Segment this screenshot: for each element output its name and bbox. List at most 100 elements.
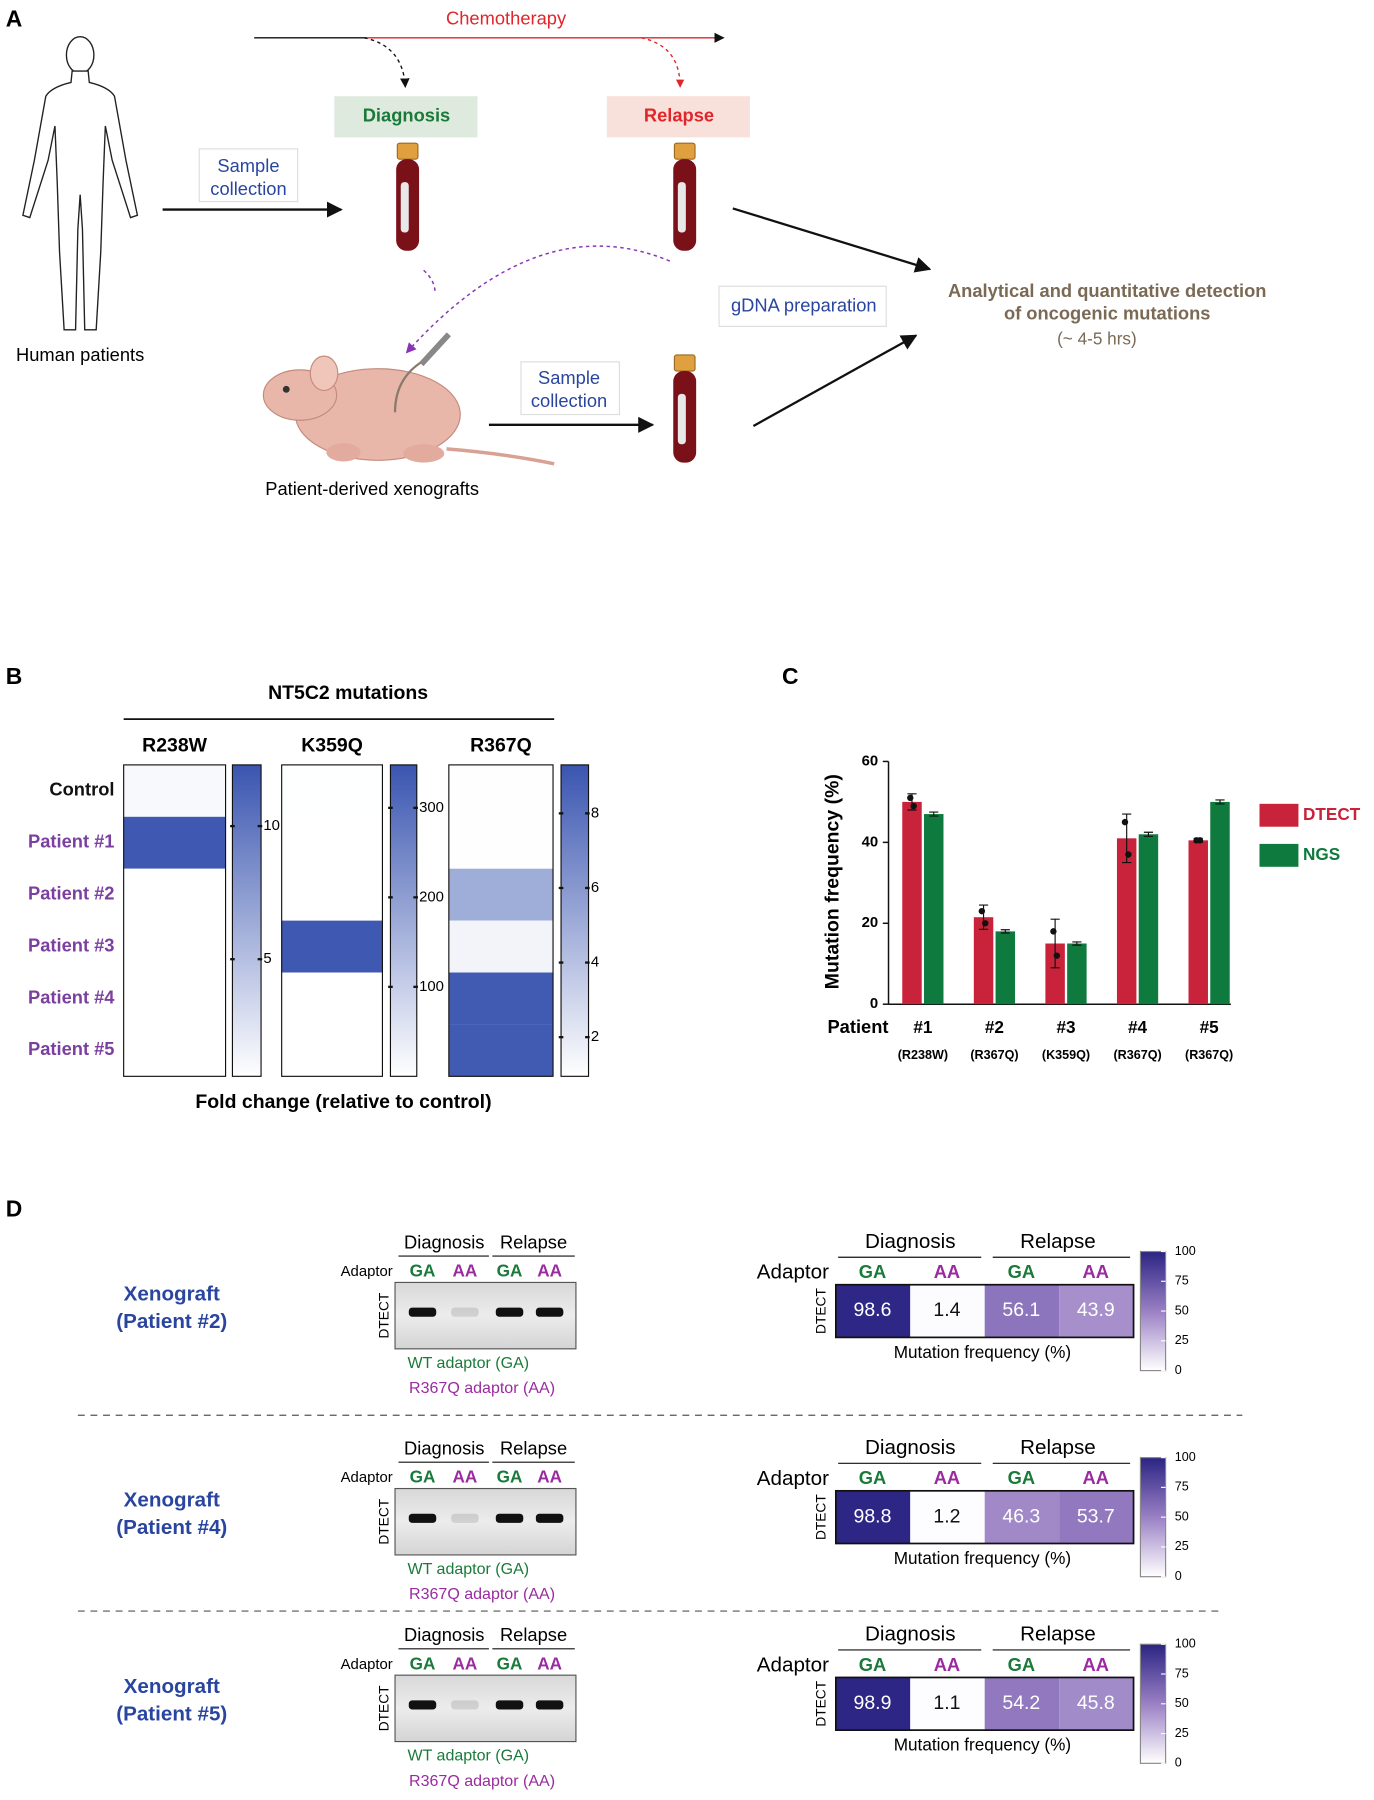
- heatmap-cell: [281, 868, 383, 921]
- cell-label: 1.4: [933, 1299, 960, 1321]
- group-label: Diagnosis: [865, 1436, 956, 1459]
- heatmap-cell: [910, 1677, 985, 1731]
- colorbar-tick-label: 0: [1175, 1569, 1182, 1583]
- column-label: GA: [859, 1467, 886, 1488]
- bar: [902, 801, 922, 1005]
- column-label: GA: [859, 1654, 886, 1675]
- gel-legend: WT adaptor (GA): [407, 1354, 529, 1372]
- column-label: GA: [1008, 1467, 1035, 1488]
- panel-title: R367Q: [470, 735, 532, 757]
- colorbar-tick-label: 75: [1175, 1480, 1189, 1494]
- chart-title: NT5C2 mutations: [268, 682, 428, 704]
- heatmap-cell: [1059, 1284, 1134, 1338]
- colorbar-tick-label: 100: [419, 979, 444, 995]
- colorbar: [389, 764, 418, 1077]
- colorbar-tick-label: 100: [1175, 1244, 1196, 1258]
- row-label: Control: [49, 779, 114, 800]
- group-label: Relapse: [500, 1437, 567, 1458]
- heatmap-cell: [281, 1024, 383, 1077]
- analysis-label: Analytical and quantitative detection: [948, 280, 1267, 301]
- data-point: [1125, 851, 1132, 858]
- row-title: (Patient #4): [116, 1516, 227, 1539]
- colorbar-tick-label: 0: [1175, 1363, 1182, 1377]
- relapse-box: [606, 96, 750, 138]
- mouse: [262, 332, 555, 466]
- heatmap-cell: [835, 1284, 911, 1338]
- panel-title: R238W: [142, 735, 208, 757]
- row-title: Xenograft: [124, 1675, 220, 1698]
- error-bar: [1050, 918, 1060, 969]
- heatmap-cell: [984, 1284, 1060, 1338]
- y-axis-label: Mutation frequency (%): [822, 774, 844, 989]
- xenograft-label: Patient-derived xenografts: [265, 478, 479, 499]
- heatmap-cell: [984, 1677, 1060, 1731]
- heatmap-cell: [123, 764, 226, 817]
- gel-legend: WT adaptor (GA): [407, 1560, 529, 1578]
- column-label: GA: [497, 1467, 523, 1487]
- heatmap-cell: [448, 972, 554, 1025]
- heatmap-frame: [123, 764, 227, 1077]
- group-label: Relapse: [1020, 1623, 1096, 1646]
- group-label: Diagnosis: [404, 1437, 484, 1458]
- adaptor-label: Adaptor: [341, 1264, 393, 1280]
- colorbar: [560, 764, 590, 1077]
- heatmap-cell: [123, 1024, 226, 1077]
- panel-title: K359Q: [301, 735, 363, 757]
- adaptor-label: Adaptor: [341, 1657, 393, 1673]
- panel-a: A Chemotherapy Diagnosis Relapse Sample …: [6, 6, 1267, 499]
- group-label: Diagnosis: [404, 1624, 484, 1645]
- panel-label: C: [782, 663, 799, 689]
- gel-legend: R367Q adaptor (AA): [409, 1379, 555, 1397]
- colorbar-tick-label: 100: [1175, 1637, 1196, 1651]
- bar: [973, 917, 994, 1005]
- x-sublabel: (R238W): [898, 1048, 948, 1062]
- x-axis-label: Patient: [827, 1016, 888, 1037]
- x-axis-label: Mutation frequency (%): [894, 1735, 1071, 1755]
- relapse-label: Relapse: [644, 105, 714, 126]
- data-point: [982, 920, 989, 927]
- adaptor-label: Adaptor: [757, 1261, 829, 1284]
- heatmap-frame: [281, 764, 384, 1077]
- cell-label: 1.2: [933, 1505, 960, 1527]
- gel-legend: WT adaptor (GA): [407, 1747, 529, 1765]
- gel-band: [451, 1307, 479, 1317]
- x-tick-label: #1: [913, 1017, 933, 1037]
- heat-ylabel: DTECT: [814, 1680, 829, 1726]
- arrow: [423, 269, 436, 294]
- row-label: Patient #3: [28, 934, 115, 955]
- colorbar-tick-label: 25: [1175, 1333, 1189, 1347]
- cell-label: 46.3: [1002, 1505, 1040, 1527]
- gel-band: [408, 1513, 437, 1523]
- bar: [1138, 834, 1159, 1005]
- bar: [1188, 840, 1208, 1005]
- x-axis-label: Mutation frequency (%): [894, 1342, 1071, 1362]
- x-sublabel: (R367Q): [1185, 1048, 1233, 1062]
- arrow: [363, 37, 410, 89]
- data-point: [910, 802, 917, 810]
- legend-label: NGS: [1303, 844, 1340, 864]
- heatmap-cell: [123, 816, 226, 869]
- gel-legend: R367Q adaptor (AA): [409, 1585, 555, 1603]
- data-point: [1050, 928, 1057, 935]
- heatmap-cell: [1059, 1677, 1134, 1731]
- heatmap-cell: [910, 1490, 985, 1544]
- arrow: [405, 245, 671, 354]
- heatmap-cell: [123, 920, 226, 973]
- label-box: [198, 148, 299, 203]
- gel-ylabel: DTECT: [376, 1685, 391, 1731]
- bar: [1067, 943, 1087, 1005]
- heatmap-cell: [281, 972, 383, 1025]
- colorbar-tick-label: 50: [1175, 1303, 1189, 1317]
- gel-band: [408, 1307, 437, 1317]
- gel-legend: R367Q adaptor (AA): [409, 1772, 555, 1790]
- y-tick-label: 0: [870, 996, 878, 1012]
- cell-label: 53.7: [1077, 1505, 1115, 1527]
- bar: [1045, 943, 1065, 1005]
- adaptor-label: Adaptor: [757, 1653, 829, 1676]
- gel-band: [535, 1307, 564, 1317]
- cell-label: 98.8: [854, 1505, 892, 1527]
- human-label: Human patients: [16, 344, 144, 365]
- row-label: Patient #1: [28, 831, 115, 852]
- heatmap-cell: [910, 1284, 985, 1338]
- colorbar-tick-label: 25: [1175, 1726, 1189, 1740]
